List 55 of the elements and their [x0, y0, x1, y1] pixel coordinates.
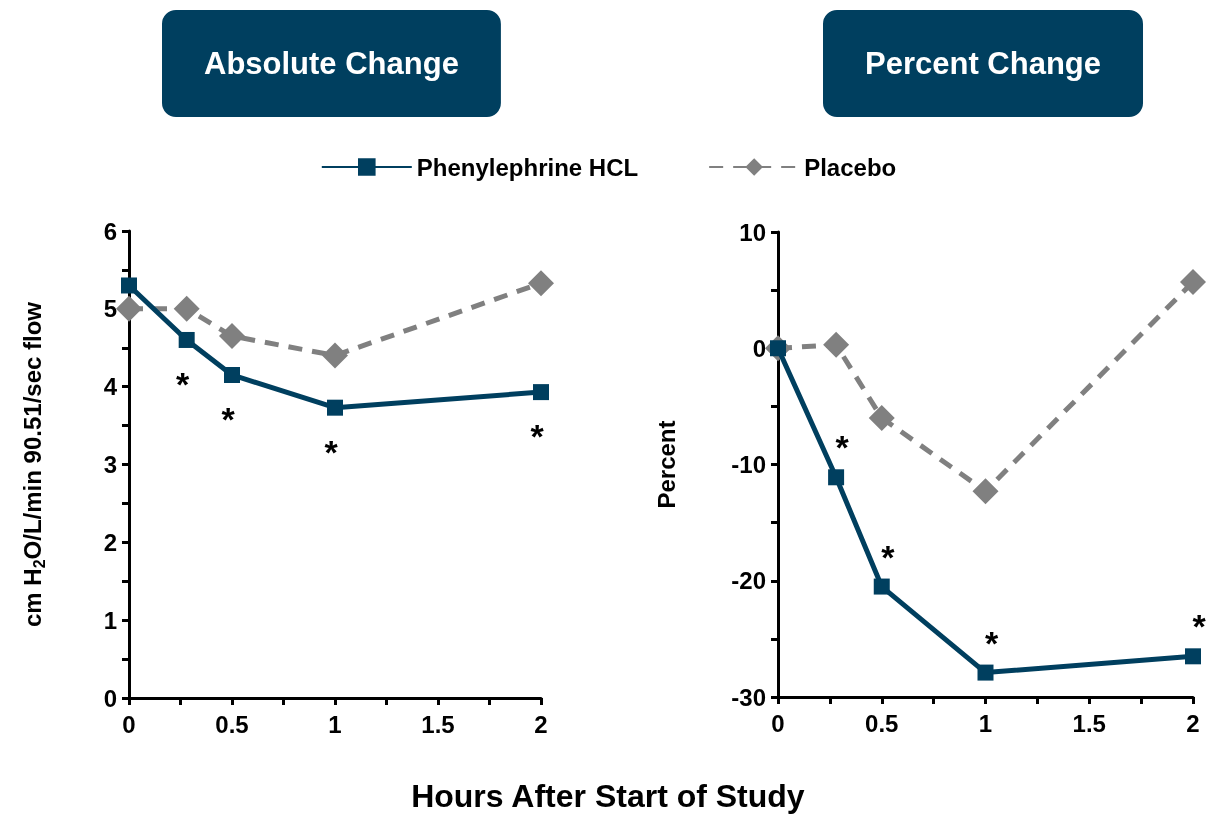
- x-axis-title: Hours After Start of Study: [411, 778, 805, 814]
- legend-label: Placebo: [804, 153, 897, 181]
- annotation: *: [881, 537, 896, 576]
- legend-label: Phenylephrine HCL: [416, 153, 639, 181]
- x-tick-label: 0.5: [865, 709, 899, 737]
- annotation: *: [835, 428, 850, 467]
- annotation: *: [176, 364, 191, 403]
- y-tick-label: -20: [731, 567, 766, 595]
- point: [224, 366, 240, 383]
- y-axis-title: Percent: [652, 420, 680, 509]
- x-tick-label: 0: [771, 709, 785, 737]
- point: [219, 323, 245, 350]
- y-tick-label: 3: [103, 451, 117, 478]
- point: [828, 469, 845, 486]
- y-tick-label: -30: [731, 683, 766, 711]
- x-tick-label: 1.5: [421, 710, 455, 738]
- annotation: *: [984, 623, 999, 662]
- point: [327, 399, 343, 416]
- annotation: *: [221, 399, 236, 438]
- y-axis-title: cm H2O/L/min 90.51/sec flow: [18, 301, 48, 628]
- point: [533, 384, 549, 401]
- point: [1185, 648, 1201, 665]
- x-tick-label: 2: [534, 710, 548, 738]
- point: [972, 478, 999, 505]
- point: [178, 331, 195, 348]
- x-tick-label: 1.5: [1072, 709, 1106, 737]
- y-tick-label: 1: [103, 606, 117, 634]
- chart-title: Absolute Change: [204, 46, 459, 81]
- y-tick-label: -10: [731, 451, 766, 478]
- y-tick-label: 4: [103, 373, 118, 401]
- point: [873, 578, 890, 595]
- point: [116, 295, 142, 322]
- x-tick-label: 1: [328, 710, 342, 738]
- y-tick-label: 6: [103, 217, 117, 245]
- point: [1180, 268, 1206, 295]
- y-tick-label: 10: [739, 218, 766, 246]
- x-tick-label: 0: [122, 710, 136, 738]
- x-tick-label: 0.5: [215, 710, 249, 738]
- annotation: *: [1192, 607, 1207, 646]
- point: [868, 405, 895, 431]
- y-tick-label: 0: [752, 334, 766, 362]
- point: [528, 270, 554, 297]
- y-tick-label: 5: [103, 295, 117, 323]
- y-tick-label: 2: [103, 528, 117, 556]
- x-tick-label: 1: [978, 709, 993, 737]
- annotation: *: [324, 432, 339, 471]
- point: [977, 664, 994, 681]
- y-tick-label: 0: [103, 684, 117, 712]
- point: [823, 331, 850, 358]
- x-tick-label: 2: [1186, 709, 1200, 737]
- point: [173, 295, 200, 322]
- point: [121, 277, 137, 294]
- chart-title: Percent Change: [865, 46, 1102, 81]
- annotation: *: [530, 417, 545, 456]
- point: [322, 342, 348, 369]
